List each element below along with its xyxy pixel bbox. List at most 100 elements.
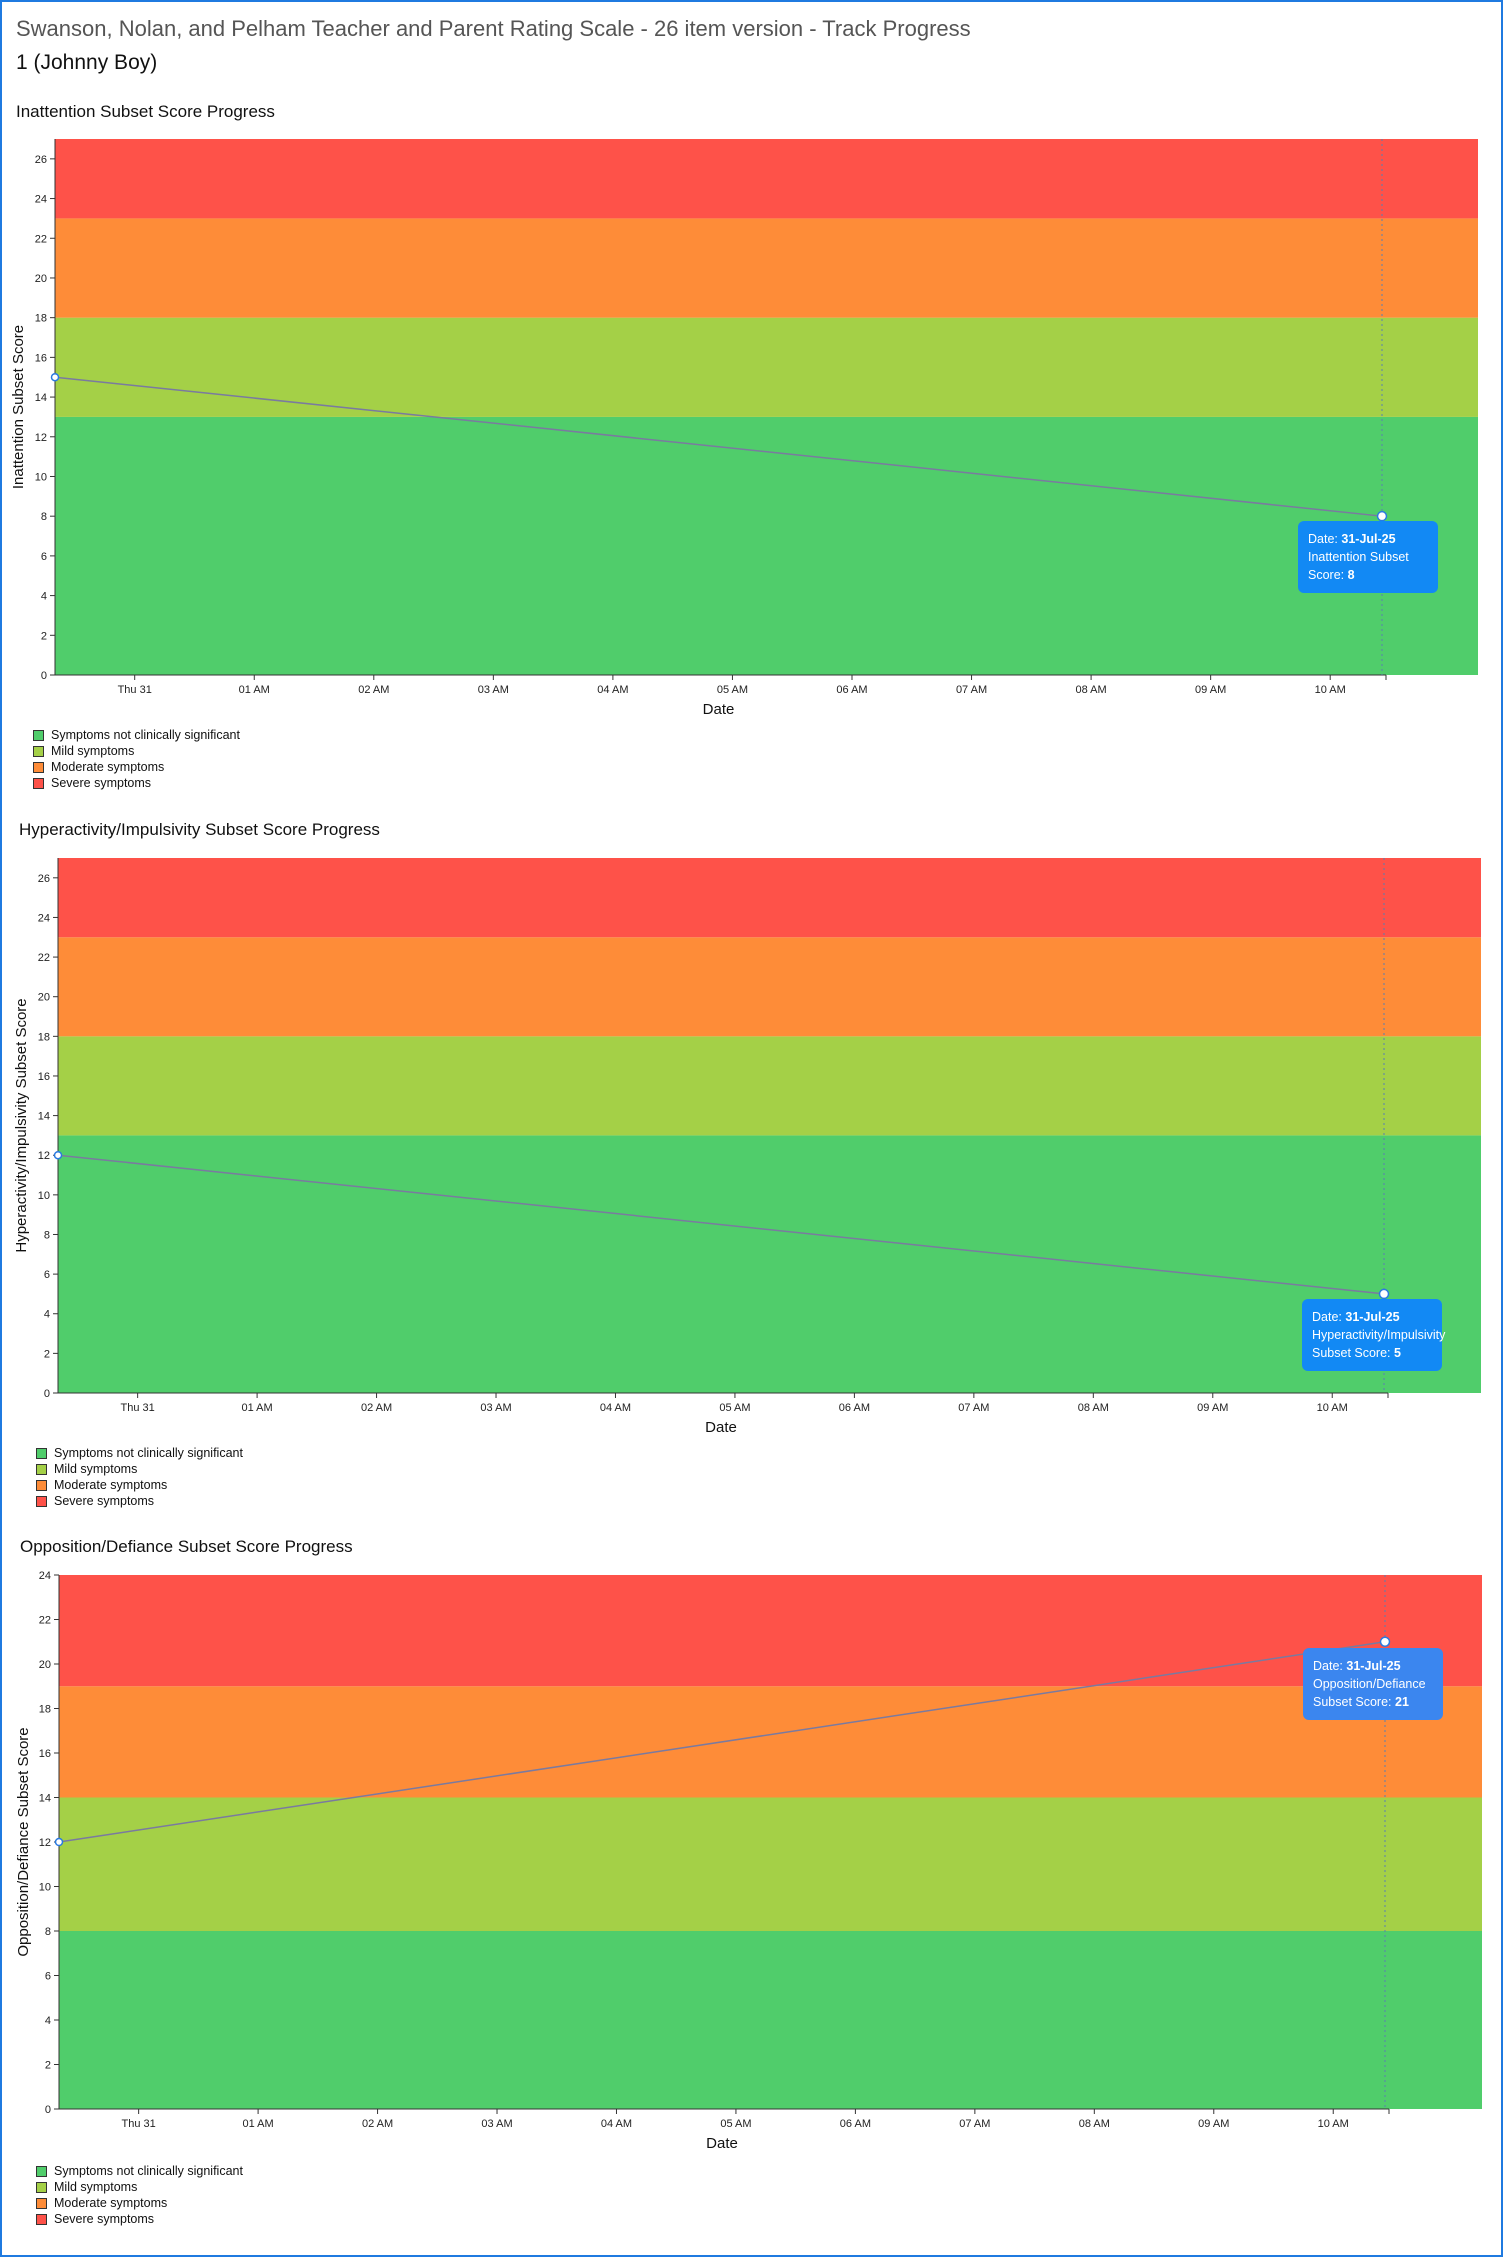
x-tick-label: 08 AM — [1079, 2118, 1110, 2130]
data-point[interactable] — [53, 1150, 63, 1160]
patient-name: 1 (Johnny Boy) — [16, 51, 158, 74]
chart-legend: Symptoms not clinically significant Mild… — [36, 1445, 243, 1509]
y-tick-label: 26 — [35, 154, 47, 166]
x-tick-label: 02 AM — [361, 1402, 392, 1414]
y-tick-label: 6 — [41, 551, 47, 563]
legend-label: Mild symptoms — [54, 1462, 138, 1476]
legend-item[interactable]: Severe symptoms — [36, 1493, 243, 1509]
y-tick-label: 6 — [44, 1269, 50, 1281]
data-point[interactable] — [54, 1837, 64, 1847]
y-axis-label: Inattention Subset Score — [10, 325, 27, 489]
tooltip-date-label: Date: — [1312, 1310, 1342, 1324]
y-tick-label: 8 — [45, 1926, 51, 1938]
band-moderate-symptoms — [59, 1686, 1482, 1798]
chart-title: Inattention Subset Score Progress — [16, 102, 275, 121]
data-point[interactable] — [50, 372, 60, 382]
y-tick-label: 20 — [38, 992, 50, 1004]
legend-item[interactable]: Moderate symptoms — [33, 759, 240, 775]
legend-item[interactable]: Moderate symptoms — [36, 1477, 243, 1493]
hyperactivity-chart-section: Hyperactivity/Impulsivity Subset Score P… — [0, 818, 1503, 1538]
y-tick-label: 16 — [38, 1071, 50, 1083]
x-tick-label: 04 AM — [597, 684, 628, 696]
x-tick-label: 01 AM — [242, 1402, 273, 1414]
opposition-chart-section: Opposition/Defiance Subset Score Progres… — [0, 1535, 1503, 2255]
y-tick-label: 22 — [35, 233, 47, 245]
legend-swatch — [36, 1447, 47, 1459]
legend-swatch — [36, 2197, 47, 2209]
band-moderate-symptoms — [55, 218, 1478, 318]
chart-tooltip: Date: 31-Jul-25 Opposition/Defiance Subs… — [1303, 1648, 1443, 1720]
legend-swatch — [33, 777, 44, 789]
x-tick-label: 01 AM — [243, 2118, 274, 2130]
band-symptoms-not-clinically-significant — [59, 1931, 1482, 2109]
x-tick-label: Thu 31 — [121, 1402, 155, 1414]
band-severe-symptoms — [58, 858, 1481, 938]
band-mild-symptoms — [55, 317, 1478, 417]
legend-item[interactable]: Symptoms not clinically significant — [36, 1445, 243, 1461]
data-point[interactable] — [1379, 1636, 1391, 1647]
legend-label: Moderate symptoms — [51, 760, 165, 774]
tooltip-score-label-2: Score: — [1308, 568, 1345, 582]
y-tick-label: 2 — [41, 630, 47, 642]
legend-label: Severe symptoms — [54, 2212, 155, 2226]
data-point[interactable] — [1376, 510, 1388, 522]
chart-legend: Symptoms not clinically significant Mild… — [33, 727, 240, 791]
y-tick-label: 12 — [39, 1837, 51, 1849]
legend-item[interactable]: Moderate symptoms — [36, 2195, 243, 2211]
tooltip-score-label-2: Subset Score: — [1312, 1346, 1391, 1360]
y-tick-label: 20 — [35, 273, 47, 285]
legend-item[interactable]: Mild symptoms — [33, 743, 240, 759]
data-point[interactable] — [1378, 1288, 1390, 1300]
y-tick-label: 10 — [35, 471, 47, 483]
y-tick-label: 8 — [41, 511, 47, 523]
legend-item[interactable]: Mild symptoms — [36, 2179, 243, 2195]
x-tick-label: 07 AM — [958, 1402, 989, 1414]
chart-tooltip: Date: 31-Jul-25 Hyperactivity/Impulsivit… — [1302, 1299, 1446, 1371]
legend-swatch — [36, 2165, 47, 2177]
tooltip-score: 8 — [1347, 568, 1355, 582]
y-tick-label: 24 — [35, 194, 47, 206]
y-tick-label: 2 — [44, 1348, 50, 1360]
y-tick-label: 12 — [35, 432, 47, 444]
y-tick-label: 0 — [41, 670, 47, 682]
y-tick-label: 16 — [39, 1748, 51, 1760]
tooltip-score: 21 — [1395, 1695, 1409, 1709]
legend-item[interactable]: Severe symptoms — [36, 2211, 243, 2227]
chart-title: Opposition/Defiance Subset Score Progres… — [20, 1537, 353, 1556]
legend-item[interactable]: Severe symptoms — [33, 775, 240, 791]
x-tick-label: 02 AM — [362, 2118, 393, 2130]
legend-item[interactable]: Symptoms not clinically significant — [33, 727, 240, 743]
tooltip-score-label-2: Subset Score: — [1313, 1695, 1392, 1709]
y-tick-label: 24 — [38, 912, 50, 924]
legend-swatch — [36, 2213, 47, 2225]
tooltip-date-label: Date: — [1313, 1659, 1343, 1673]
band-severe-symptoms — [55, 139, 1478, 219]
legend-swatch — [36, 2181, 47, 2193]
legend-label: Symptoms not clinically significant — [54, 2164, 243, 2178]
tooltip-score-label: Hyperactivity/Impulsivity — [1312, 1328, 1446, 1342]
legend-swatch — [33, 761, 44, 773]
y-tick-label: 18 — [38, 1031, 50, 1043]
band-mild-symptoms — [59, 1797, 1482, 1931]
tooltip-date: 31-Jul-25 — [1341, 532, 1396, 546]
y-tick-label: 26 — [38, 873, 50, 885]
legend-label: Symptoms not clinically significant — [54, 1446, 243, 1460]
legend-item[interactable]: Mild symptoms — [36, 1461, 243, 1477]
legend-label: Mild symptoms — [54, 2180, 138, 2194]
y-tick-label: 16 — [35, 352, 47, 364]
y-tick-label: 24 — [39, 1570, 51, 1582]
y-tick-label: 18 — [35, 313, 47, 325]
y-tick-label: 22 — [39, 1615, 51, 1627]
band-symptoms-not-clinically-significant — [58, 1135, 1481, 1393]
legend-item[interactable]: Symptoms not clinically significant — [36, 2163, 243, 2179]
series-line — [57, 1154, 1385, 1295]
legend-label: Symptoms not clinically significant — [51, 728, 240, 742]
x-axis-label: Date — [705, 1419, 737, 1436]
x-tick-label: 10 AM — [1318, 2118, 1349, 2130]
chart-tooltip: Date: 31-Jul-25 Inattention Subset Score… — [1298, 521, 1438, 593]
